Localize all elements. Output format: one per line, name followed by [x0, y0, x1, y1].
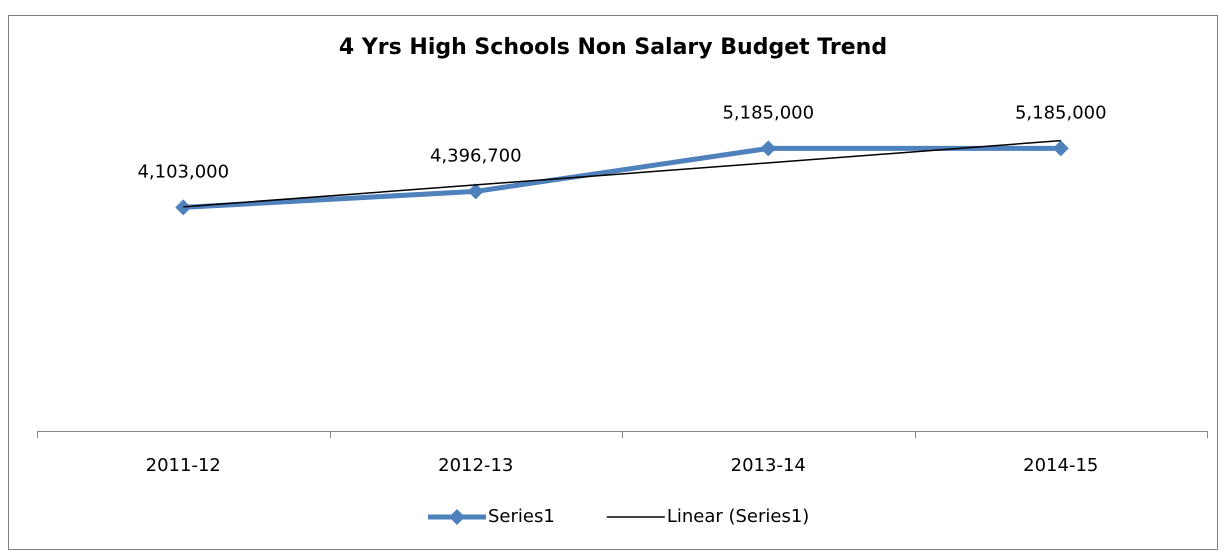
data-point — [1052, 140, 1069, 157]
data-label: 5,185,000 — [722, 102, 814, 123]
x-tick-label: 2014-15 — [1023, 455, 1098, 476]
x-tick-label: 2012-13 — [438, 455, 513, 476]
trend-line — [183, 139, 1061, 208]
data-point — [175, 199, 192, 216]
chart-border — [8, 15, 1218, 550]
x-tick-label: 2013-14 — [731, 455, 806, 476]
legend-label: Linear (Series1) — [667, 506, 810, 527]
data-label: 5,185,000 — [1015, 102, 1107, 123]
chart-title: 4 Yrs High Schools Non Salary Budget Tre… — [339, 35, 887, 60]
data-point — [467, 183, 484, 200]
legend-marker — [449, 509, 465, 525]
legend-label: Series1 — [488, 506, 555, 527]
x-tick-label: 2011-12 — [146, 455, 221, 476]
data-point — [760, 140, 777, 157]
data-label: 4,396,700 — [430, 145, 522, 166]
data-line — [183, 145, 1061, 210]
data-label: 4,103,000 — [137, 161, 229, 182]
